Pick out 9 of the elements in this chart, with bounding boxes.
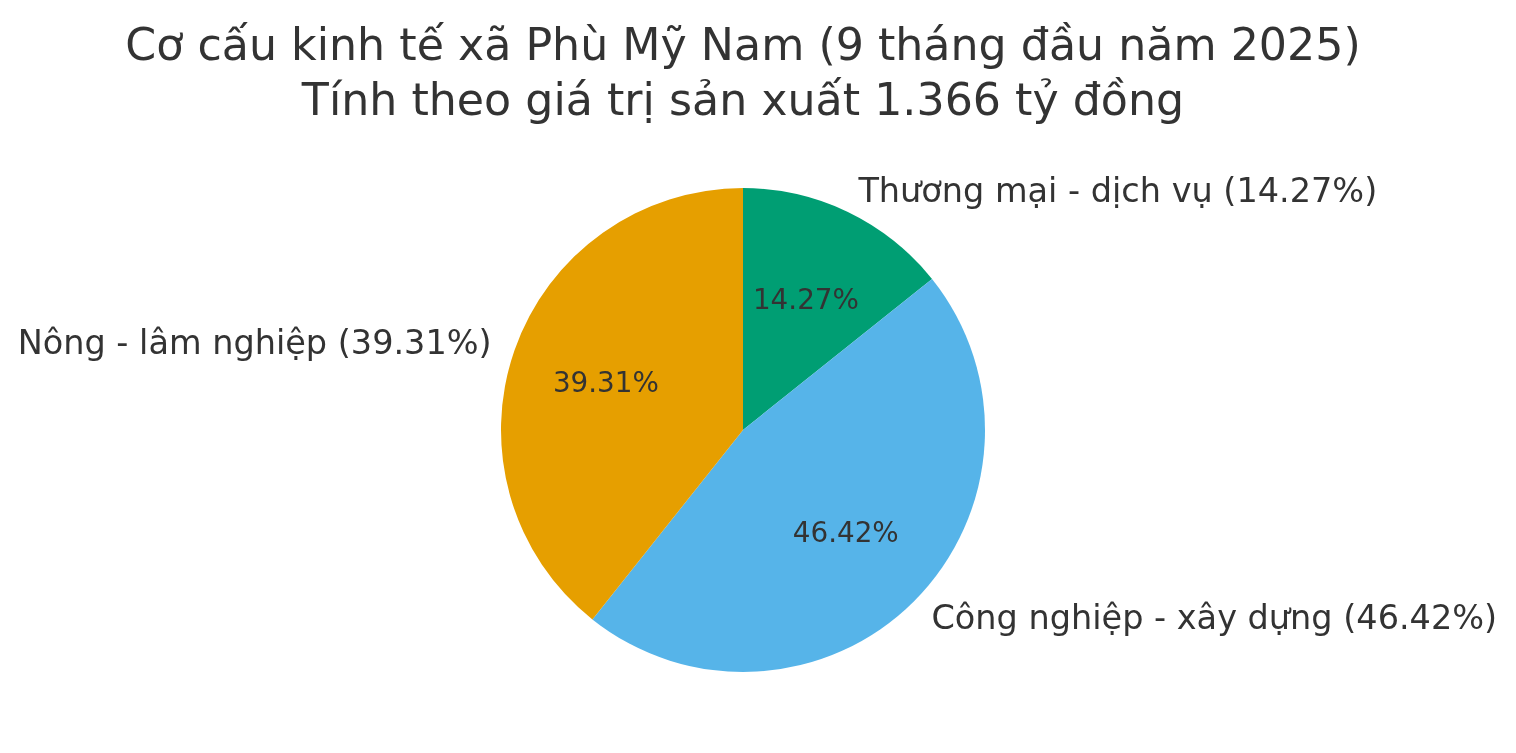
slice-label: Thương mại - dịch vụ (14.27%) <box>857 170 1378 210</box>
pie-slice <box>501 188 743 620</box>
data-label: 39.31% <box>552 365 659 399</box>
slice-label: Nông - lâm nghiệp (39.31%) <box>17 322 492 362</box>
slice-label: Công nghiệp - xây dựng (46.42%) <box>931 598 1498 638</box>
data-label: 46.42% <box>792 516 899 550</box>
chart-title: Cơ cấu kinh tế xã Phù Mỹ Nam (9 tháng đầu năm 2025) <box>125 18 1361 70</box>
chart-subtitle: Tính theo giá trị sản xuất 1.366 tỷ đồng <box>300 73 1185 125</box>
data-label: 14.27% <box>752 282 859 316</box>
